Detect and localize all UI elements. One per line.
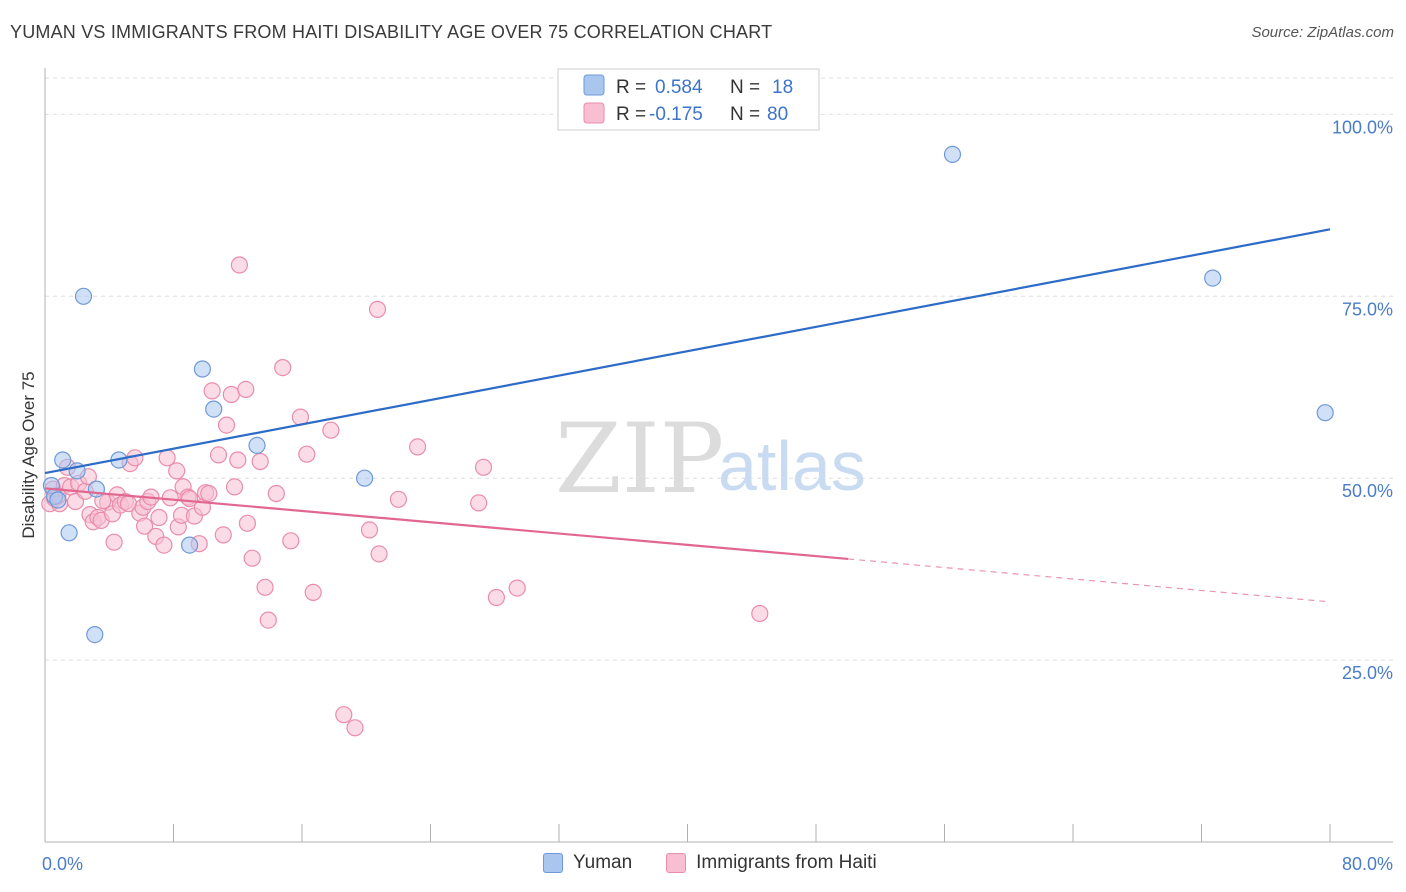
haiti-point-53 [238, 514, 256, 532]
yuman-point-12 [205, 400, 223, 418]
yuman-point-7 [86, 625, 104, 644]
legend-r-label-yuman: R = [616, 77, 646, 98]
haiti-point-48 [222, 385, 240, 404]
haiti-point-31 [155, 536, 173, 554]
trend-line-yuman [44, 228, 1331, 475]
legend-swatch-yuman-bottom [543, 853, 563, 873]
haiti-point-72 [470, 494, 488, 512]
stats-legend: R = 0.584 N = 18 R = -0.175 N = 80 [557, 68, 820, 131]
trend-line-haiti-extension [848, 558, 1331, 603]
haiti-point-74 [487, 588, 505, 607]
legend-label-haiti: Immigrants from Haiti [696, 852, 877, 873]
legend-label-yuman: Yuman [573, 852, 633, 873]
x-tick-label-0: 0.0% [42, 854, 83, 874]
y-tick-label-3: 100.0% [1332, 117, 1393, 137]
haiti-point-64 [322, 421, 340, 439]
chart-title: YUMAN VS IMMIGRANTS FROM HAITI DISABILIT… [10, 22, 773, 42]
legend-swatch-haiti [583, 102, 605, 124]
haiti-point-73 [474, 458, 493, 476]
haiti-point-58 [267, 484, 285, 503]
watermark-atlas: atlas [718, 427, 866, 505]
haiti-point-66 [346, 719, 364, 737]
legend-r-value-yuman: 0.584 [655, 77, 703, 98]
haiti-point-44 [203, 382, 221, 400]
haiti-point-60 [282, 532, 300, 550]
haiti-point-17 [105, 533, 123, 551]
legend-n-label-yuman: N = [730, 77, 760, 98]
legend-r-label-haiti: R = [616, 104, 646, 125]
haiti-point-34 [168, 462, 186, 480]
x-tick-label-1: 80.0% [1342, 854, 1393, 874]
yuman-point-13 [248, 436, 266, 454]
source-label: Source: ZipAtlas.com [1251, 24, 1394, 41]
haiti-point-26 [136, 517, 154, 535]
yuman-point-4 [60, 524, 78, 542]
watermark-zip: ZIP [555, 403, 724, 515]
yuman-point-14 [356, 469, 374, 487]
haiti-point-52 [237, 380, 255, 398]
haiti-point-47 [217, 416, 236, 434]
haiti-point-69 [370, 545, 388, 563]
legend-r-value-haiti: -0.175 [649, 104, 703, 125]
gridlines [45, 77, 1393, 661]
legend-n-value-haiti: 80 [767, 104, 788, 125]
yuman-point-15 [943, 145, 962, 163]
y-tick-label-2: 75.0% [1342, 299, 1393, 319]
haiti-point-79 [181, 490, 199, 508]
haiti-point-62 [298, 445, 316, 463]
legend-item-yuman: Yuman [543, 852, 632, 874]
watermark: ZIP atlas [555, 403, 866, 515]
yuman-point-6 [74, 287, 93, 305]
legend-n-value-yuman: 18 [772, 77, 793, 98]
haiti-point-51 [230, 256, 248, 274]
legend-n-label-haiti: N = [730, 104, 760, 125]
legend-swatch-yuman [583, 74, 605, 96]
haiti-point-67 [360, 521, 379, 539]
bottom-legend: Yuman Immigrants from Haiti [543, 852, 901, 874]
trend-lines [44, 228, 1331, 603]
axes [44, 68, 1393, 843]
haiti-point-50 [229, 451, 247, 469]
haiti-point-76 [751, 604, 769, 623]
haiti-point-65 [335, 706, 353, 724]
haiti-point-30 [150, 508, 168, 527]
yuman-point-10 [181, 536, 199, 554]
yuman-point-8 [87, 480, 106, 498]
legend-swatch-haiti-bottom [666, 853, 687, 873]
haiti-point-75 [508, 579, 526, 597]
yuman-point-17 [1316, 404, 1334, 422]
y-tick-labels: 25.0% 50.0% 75.0% 100.0% [1332, 117, 1393, 683]
haiti-point-68 [368, 300, 387, 318]
haiti-point-70 [389, 490, 407, 508]
haiti-point-43 [200, 484, 218, 503]
haiti-point-55 [251, 452, 269, 471]
haiti-point-56 [256, 578, 274, 596]
yuman-point-16 [1204, 269, 1222, 287]
haiti-point-49 [225, 478, 244, 496]
y-tick-label-1: 50.0% [1342, 481, 1393, 501]
haiti-point-59 [274, 359, 292, 377]
haiti-point-57 [259, 611, 277, 629]
x-tick-labels: 0.0% 80.0% [42, 854, 1393, 874]
haiti-point-45 [209, 446, 228, 464]
legend-item-haiti: Immigrants from Haiti [666, 852, 877, 874]
yuman-point-3 [54, 451, 72, 469]
haiti-point-46 [214, 526, 232, 544]
haiti-point-71 [409, 438, 427, 456]
yuman-point-2 [49, 491, 67, 509]
haiti-point-54 [243, 549, 261, 567]
yuman-point-11 [193, 360, 211, 378]
y-tick-label-0: 25.0% [1342, 663, 1393, 683]
trend-line-haiti [44, 487, 849, 561]
y-axis-title: Disability Age Over 75 [19, 371, 38, 538]
haiti-point-63 [304, 583, 322, 602]
